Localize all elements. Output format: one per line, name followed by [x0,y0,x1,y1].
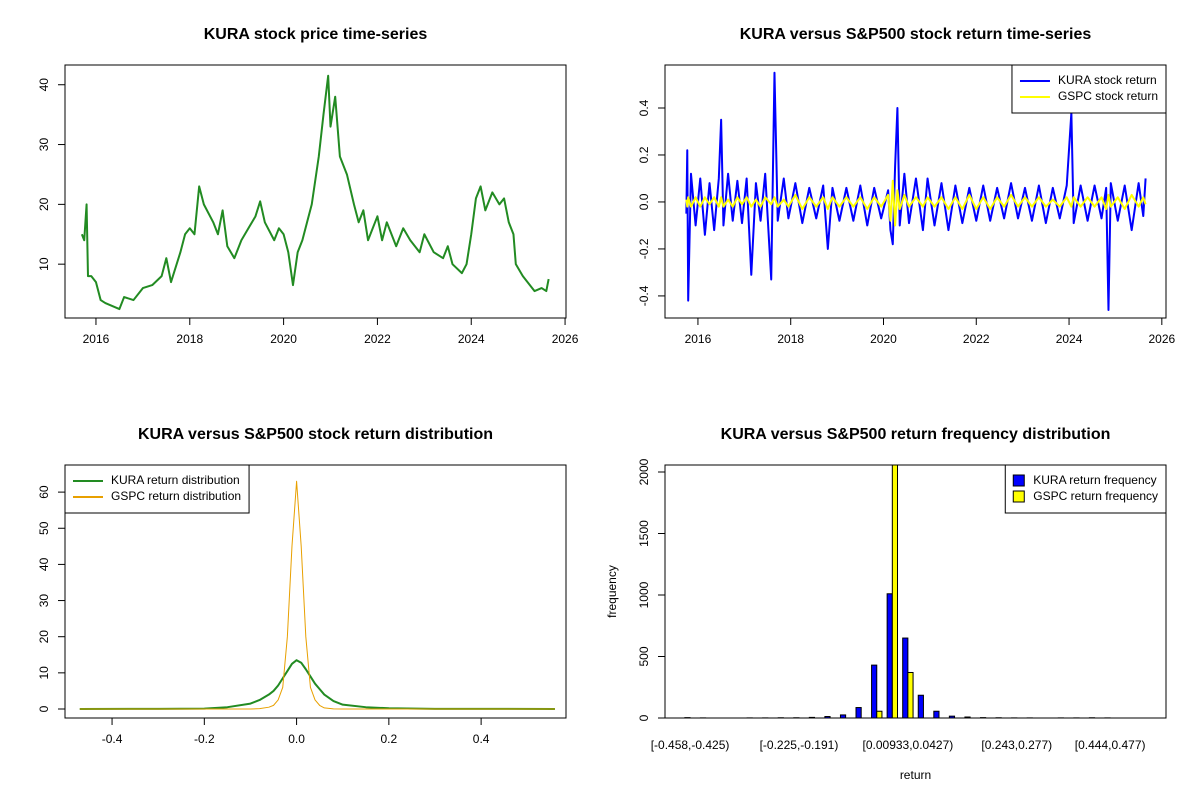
legend: KURA return distribution GSPC return dist… [64,464,250,514]
legend-box [1011,64,1167,114]
legend-label: KURA stock return [1058,73,1157,87]
bar [902,637,909,718]
y-tick-label: 20 [37,197,51,211]
x-tick-label: [-0.225,-0.191) [760,738,839,752]
series-line [79,659,555,710]
y-tick-label: 30 [37,594,51,608]
legend-label: KURA return distribution [111,473,240,487]
y-tick-label: 1500 [637,520,651,547]
bar [891,465,899,718]
legend-swatch [1012,474,1025,487]
x-tick-label: 2024 [458,332,485,346]
y-tick-label: 40 [37,78,51,92]
panel: KURA versus S&P500 return frequency dist… [605,426,1167,782]
legend: KURA stock return GSPC stock return [1011,64,1167,114]
bar [907,671,914,718]
y-tick-label: 0.0 [637,193,651,210]
chart-title: KURA versus S&P500 stock return time-ser… [740,26,1092,43]
x-tick-label: [0.444,0.477) [1075,738,1146,752]
panel: KURA stock price time-series 10 20 30 40 2016… [37,26,579,346]
x-tick-label: 2024 [1056,332,1083,346]
y-tick-label: 20 [37,630,51,644]
plot-area [685,71,1147,312]
legend-label: GSPC stock return [1058,89,1158,103]
bar [871,664,878,718]
y-tick-label: 0.4 [637,99,651,116]
plot-frame [64,464,567,719]
series-line [685,179,1147,227]
plot-area [80,74,550,311]
plot-frame [64,64,567,319]
y-axis-label: frequency [605,565,619,618]
panel: KURA versus S&P500 stock return distribu… [37,426,567,746]
x-tick-label: 0.0 [288,732,305,746]
x-tick-label: 2020 [270,332,297,346]
x-tick-label: 2016 [83,332,110,346]
chart-title: KURA versus S&P500 return frequency dist… [721,426,1111,443]
y-tick-label: 0.2 [637,146,651,163]
bar [886,593,893,718]
x-tick-label: [0.00933,0.0427) [863,738,954,752]
x-tick-label: -0.4 [102,732,123,746]
legend-box [64,464,250,514]
chart-title: KURA stock price time-series [204,26,428,43]
series-line [80,74,550,311]
x-tick-label: 2020 [870,332,897,346]
x-tick-label: 2016 [685,332,712,346]
y-tick-label: 60 [37,485,51,499]
x-axis-label: return [900,768,931,782]
x-tick-label: 0.2 [381,732,398,746]
y-tick-label: -0.2 [637,238,651,259]
x-tick-label: -0.2 [194,732,215,746]
bar [917,694,924,718]
x-tick-label: 2022 [963,332,990,346]
bar [855,707,862,718]
legend-label: KURA return frequency [1033,473,1156,487]
legend-swatch [1012,490,1025,503]
x-tick-label: 2022 [364,332,391,346]
y-tick-label: -0.4 [637,285,651,306]
y-tick-label: 500 [637,646,651,666]
y-tick-label: 50 [37,521,51,535]
legend-box [1004,464,1167,514]
x-tick-label: 2026 [552,332,579,346]
x-tick-label: [0.243,0.277) [981,738,1052,752]
x-tick-label: 2018 [176,332,203,346]
legend-label: GSPC return frequency [1033,489,1158,503]
y-tick-label: 10 [37,666,51,680]
bar [948,715,956,718]
x-tick-label: [-0.458,-0.425) [651,738,730,752]
bar [933,710,940,718]
y-tick-label: 10 [37,257,51,271]
y-tick-label: 40 [37,557,51,571]
legend: KURA return frequency GSPC return frequen… [1004,464,1167,514]
x-tick-label: 0.4 [473,732,490,746]
series-line [79,480,555,710]
plot-frame [664,464,1167,719]
x-tick-label: 2026 [1148,332,1175,346]
panel: KURA versus S&P500 stock return time-ser… [637,26,1175,346]
legend-label: GSPC return distribution [111,489,241,503]
y-tick-label: 0 [637,714,651,721]
plot-area [79,480,555,710]
plot-frame [664,64,1167,319]
bar [876,710,883,718]
y-tick-label: 2000 [637,458,651,485]
chart-title: KURA versus S&P500 stock return distribu… [138,426,493,443]
x-tick-label: 2018 [777,332,804,346]
y-tick-label: 1000 [637,581,651,608]
y-tick-label: 0 [37,705,51,712]
y-tick-label: 30 [37,138,51,152]
